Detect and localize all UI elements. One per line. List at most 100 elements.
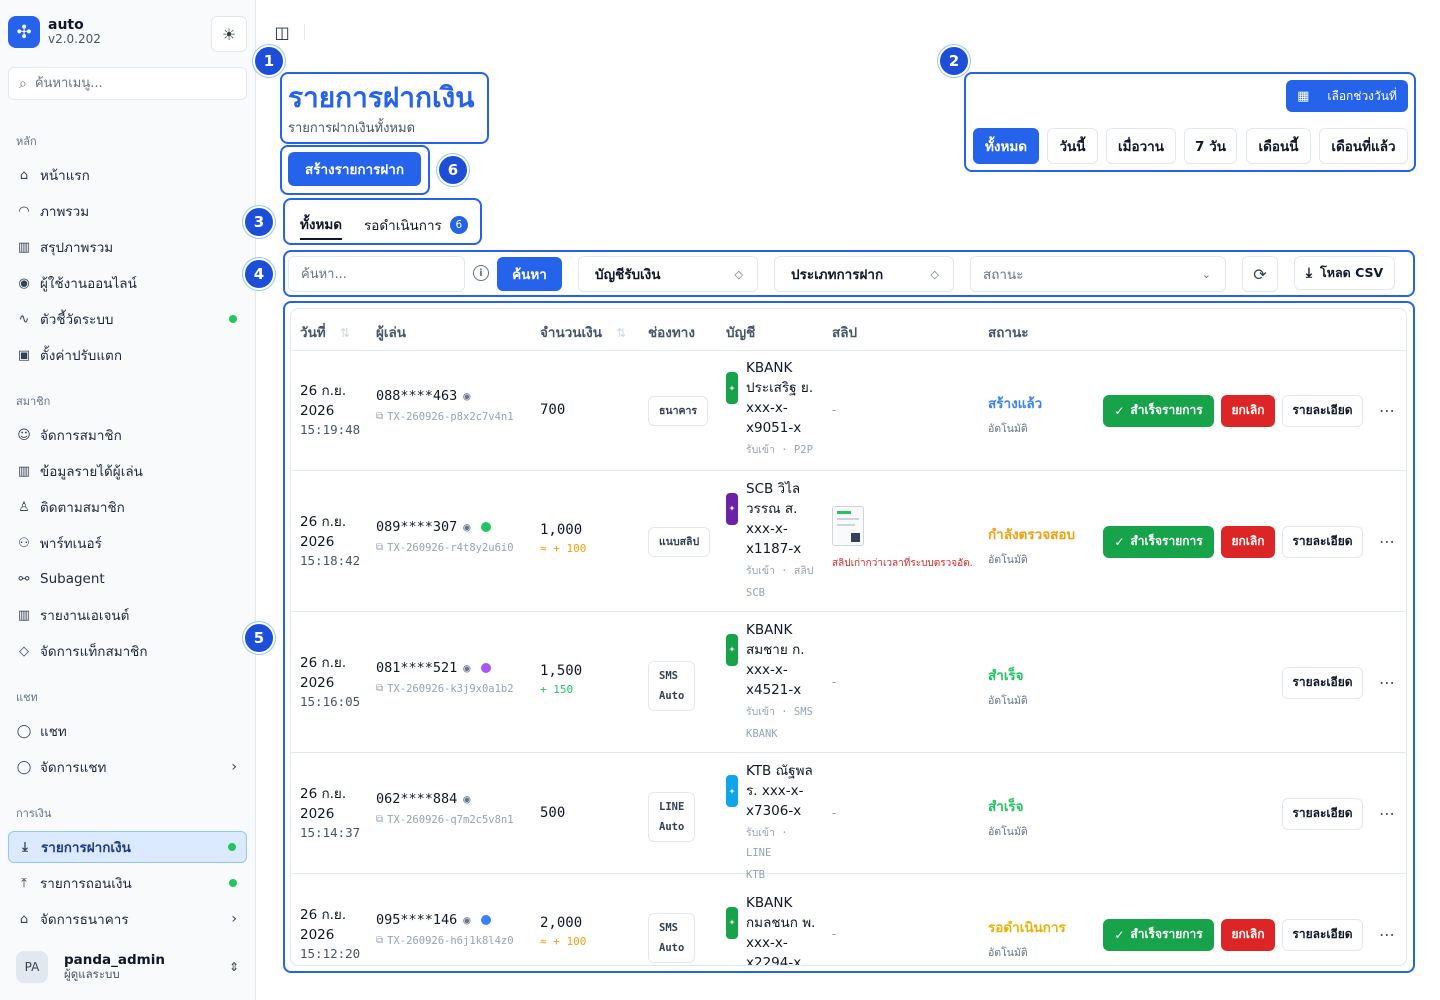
sidebar-item[interactable]: ⌂ หน้าแรก [8, 159, 247, 191]
copy-icon[interactable]: ⧉ [376, 935, 384, 946]
transaction-id: ⧉ TX-260926-r4t8y2u6i0 [376, 542, 514, 554]
eye-icon[interactable]: ◉ [463, 912, 471, 927]
status-sub: อัตโนมัติ [988, 946, 1028, 959]
player-phone: 062****884 ◉ [376, 791, 514, 807]
sidebar-item[interactable]: ⤓ รายการฝากเงิน [8, 831, 247, 863]
info-icon[interactable]: i [473, 265, 489, 281]
approve-button[interactable]: ✓ สำเร็จรายการ [1103, 394, 1214, 427]
download-icon: ⤓ [22, 839, 28, 855]
detail-button[interactable]: รายละเอียด [1282, 797, 1363, 830]
quick-filter-button[interactable]: เมื่อวาน [1106, 128, 1176, 164]
slip-cell: - [832, 927, 836, 941]
eye-icon[interactable]: ◉ [463, 660, 471, 675]
deposit-type-select-value: ประเภทการฝาก [791, 267, 884, 283]
account-line: xxx-x- [746, 934, 788, 951]
player-status-dot [480, 914, 491, 925]
more-icon[interactable]: ⋯ [1379, 804, 1395, 823]
detail-button[interactable]: รายละเอียด [1282, 918, 1363, 951]
detail-button[interactable]: รายละเอียด [1282, 525, 1363, 558]
cancel-button[interactable]: ยกเลิก [1221, 394, 1275, 427]
sidebar-item[interactable]: ◠ ภาพรวม [8, 195, 247, 227]
quick-filter-button[interactable]: เดือนนี้ [1246, 128, 1311, 164]
menu-search-input[interactable] [34, 76, 225, 91]
download-csv-button[interactable]: ⤓ โหลด CSV [1294, 256, 1395, 290]
detail-button[interactable]: รายละเอียด [1282, 394, 1363, 427]
quick-filter-button[interactable]: 7 วัน [1184, 128, 1237, 164]
avatar: PA [16, 951, 48, 983]
more-icon[interactable]: ⋯ [1379, 532, 1395, 551]
sidebar-item[interactable]: ▥ ข้อมูลรายได้ผู้เล่น [8, 455, 247, 487]
column-header-date[interactable]: วันที่ ⇅ [300, 325, 350, 341]
sidebar-item[interactable]: ▣ ตั้งค่าปรับแตก [8, 339, 247, 371]
copy-icon[interactable]: ⧉ [376, 411, 384, 422]
quick-filter-button[interactable]: วันนี้ [1047, 128, 1098, 164]
tab-pending[interactable]: รอดำเนินการ 6 [364, 210, 468, 240]
account-text: KBANK สมชาย ก. xxx-x-x4521-x รับเข้า · SMS K… [746, 620, 818, 744]
search-button[interactable]: ค้นหา [497, 257, 562, 291]
deposit-type-select[interactable]: ประเภทการฝาก ◇ [774, 256, 954, 292]
sidebar-item[interactable]: ▥ รายงานเอเจนต์ [8, 599, 247, 631]
copy-icon[interactable]: ⧉ [376, 683, 384, 694]
divider [304, 24, 305, 40]
account-line: x7306-x [746, 803, 802, 819]
pending-count-badge: 6 [449, 216, 468, 234]
more-icon[interactable]: ⋯ [1379, 401, 1395, 420]
eye-icon[interactable]: ◉ [463, 519, 471, 534]
theme-toggle-button[interactable]: ☀ [211, 16, 247, 52]
eye-icon[interactable]: ◉ [463, 388, 471, 403]
sidebar-item[interactable]: ▥ สรุปภาพรวม [8, 231, 247, 263]
sidebar-item[interactable]: ◇ จัดการแท็กสมาชิก [8, 635, 247, 667]
sidebar-item[interactable]: ⤒ รายการถอนเงิน [8, 867, 247, 899]
approve-button[interactable]: ✓ สำเร็จรายการ [1103, 525, 1214, 558]
sidebar-item[interactable]: ◯ จัดการแชท › [8, 751, 247, 783]
gift-icon: ▣ [17, 347, 31, 363]
cancel-button[interactable]: ยกเลิก [1221, 918, 1275, 951]
create-deposit-button[interactable]: สร้างรายการฝาก [288, 152, 421, 186]
table-row: 26 ก.ย. 2026 15:12:20 095****146 ◉ ⧉ TX-260926… [291, 874, 1406, 966]
copy-icon[interactable]: ⧉ [376, 542, 384, 553]
user-menu[interactable]: PA panda_admin ผู้ดูแลระบบ ⇕ [8, 944, 247, 990]
player-phone: 089****307 ◉ [376, 519, 514, 535]
column-header-slip: สลิป [832, 325, 858, 341]
quick-filter-button[interactable]: ทั้งหมด [973, 128, 1039, 164]
tab-all[interactable]: ทั้งหมด [300, 210, 343, 240]
quick-filter-button[interactable]: เดือนที่แล้ว [1319, 128, 1408, 164]
sidebar-item[interactable]: ◉ ผู้ใช้งานออนไลน์ [8, 267, 247, 299]
transaction-id-text: TX-260926-k3j9x0a1b2 [387, 682, 514, 695]
date-range-button[interactable]: ▦ เลือกช่วงวันที่ [1286, 80, 1408, 112]
activity-icon: ∿ [18, 311, 30, 327]
sidebar-item[interactable]: ∿ ตัวชี้วัดระบบ [8, 303, 247, 335]
divider [291, 350, 1406, 351]
date-year: 2026 [300, 805, 335, 822]
approve-button[interactable]: ✓ สำเร็จรายการ [1103, 918, 1214, 951]
download-csv-label: โหลด CSV [1320, 265, 1384, 280]
more-icon[interactable]: ⋯ [1379, 673, 1395, 692]
sidebar-item[interactable]: ⚇ พาร์ทเนอร์ [8, 527, 247, 559]
sidebar-toggle-button[interactable]: ◫ [268, 20, 296, 44]
column-header-amount[interactable]: จำนวนเงิน ⇅ [540, 325, 627, 341]
sidebar-item[interactable]: ⚯ Subagent [8, 563, 247, 595]
bank-icon: ⌂ [19, 911, 29, 927]
slip-thumbnail[interactable] [832, 505, 864, 546]
account-meta: KTB [746, 869, 765, 881]
search-field[interactable] [288, 256, 465, 292]
copy-icon[interactable]: ⧉ [376, 814, 384, 825]
account-select[interactable]: บัญชีรับเงิน ◇ [578, 256, 758, 292]
date-day: 26 ก.ย. [300, 382, 347, 399]
menu-search[interactable]: ⌕ [8, 67, 247, 100]
user-search-icon: ♙ [18, 499, 30, 515]
account-text: KBANK กมลชนก พ. xxx-x-x2294-x [746, 893, 818, 966]
refresh-button[interactable]: ⟳ [1242, 256, 1278, 292]
status-sub: อัตโนมัติ [988, 694, 1028, 707]
status-select[interactable]: สถานะ ⌄ [970, 256, 1226, 292]
sidebar-item[interactable]: ♙ ติดตามสมาชิก [8, 491, 247, 523]
search-input[interactable] [301, 266, 451, 282]
bonus-value: + 150 [540, 682, 574, 696]
sidebar-item[interactable]: ◯ แชท [8, 715, 247, 747]
cancel-button[interactable]: ยกเลิก [1221, 525, 1275, 558]
detail-button[interactable]: รายละเอียด [1282, 666, 1363, 699]
sidebar-item[interactable]: ☺ จัดการสมาชิก [8, 419, 247, 451]
sidebar-item[interactable]: ⌂ จัดการธนาคาร › [8, 903, 247, 935]
more-icon[interactable]: ⋯ [1379, 925, 1395, 944]
eye-icon[interactable]: ◉ [463, 791, 471, 806]
